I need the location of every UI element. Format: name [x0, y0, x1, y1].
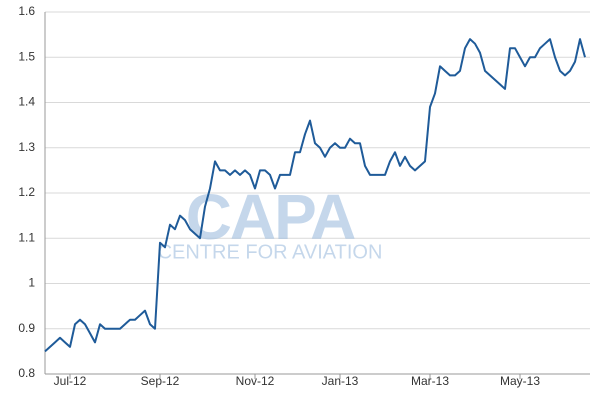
y-tick-label: 1.2 [18, 185, 35, 199]
y-tick-label: 1.6 [18, 4, 35, 18]
y-tick-label: 0.9 [18, 321, 35, 335]
x-tick-label: Nov-12 [236, 374, 275, 388]
y-tick-label: 1.4 [18, 95, 35, 109]
y-tick-label: 1.5 [18, 49, 35, 63]
y-tick-label: 1.3 [18, 140, 35, 154]
x-tick-label: Jan-13 [322, 374, 359, 388]
data-line [44, 38, 586, 353]
watermark-logo: CAPA [186, 181, 355, 253]
watermark-text: CENTRE FOR AVIATION [158, 241, 383, 263]
y-tick-label: 0.8 [18, 366, 35, 380]
x-tick-label: May-13 [500, 374, 540, 388]
y-tick-label: 1.1 [18, 230, 35, 244]
x-tick-label: Sep-12 [141, 374, 180, 388]
y-tick-label: 1 [28, 276, 35, 290]
x-tick-label: Mar-13 [411, 374, 449, 388]
x-tick-label: Jul-12 [54, 374, 87, 388]
